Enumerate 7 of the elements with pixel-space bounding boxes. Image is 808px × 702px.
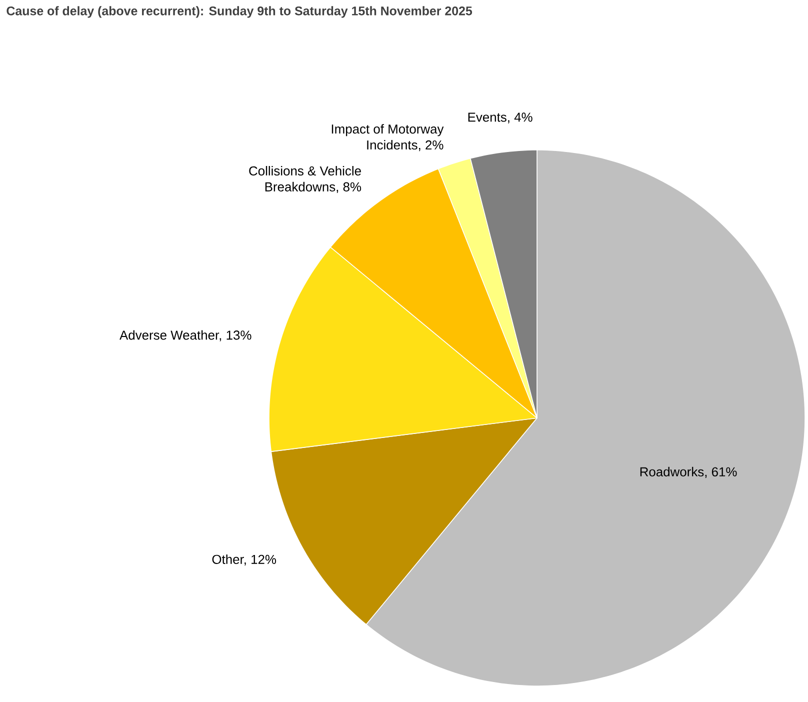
slice-label: Events, 4% [468, 112, 532, 124]
chart-title: Cause of delay (above recurrent): Sunday 9th to Saturday 15th November 2025 [6, 6, 472, 18]
slice-label: Roadworks, 61% [640, 466, 737, 478]
slice-label: Adverse Weather, 13% [120, 330, 252, 342]
slice-label: Other, 12% [212, 554, 276, 566]
slice-label: Collisions & Vehicle Breakdowns, 8% [249, 166, 362, 193]
slice-label: Impact of Motorway Incidents, 2% [332, 124, 444, 152]
